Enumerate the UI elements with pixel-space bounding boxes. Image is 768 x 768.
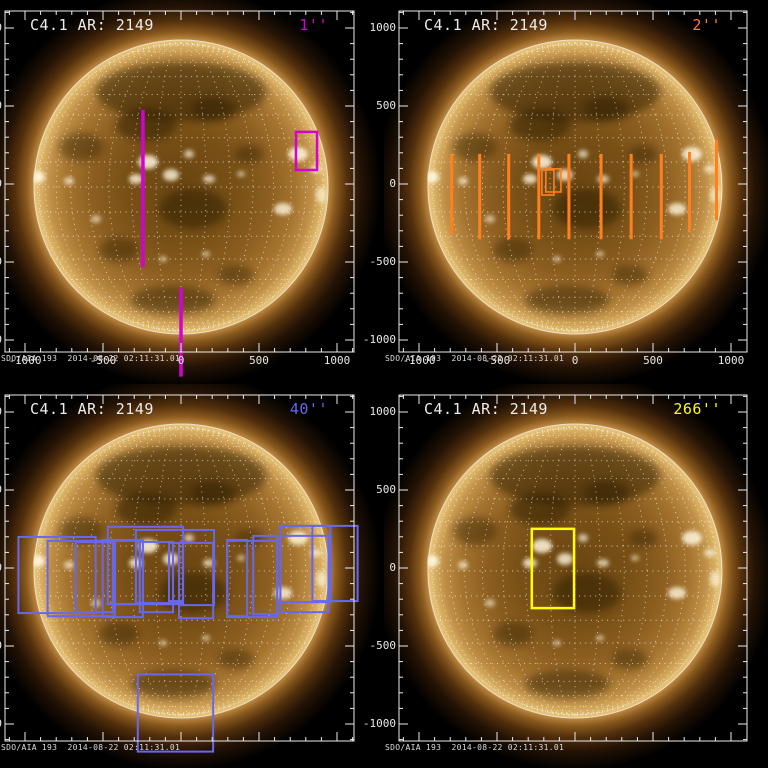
axis-box [4, 394, 355, 742]
sun-image [0, 0, 381, 384]
overlay-raster-2 [450, 139, 718, 240]
y-tick-label: -1000 [0, 334, 2, 345]
y-tick-label: -500 [369, 255, 397, 268]
fov-rect [252, 534, 279, 616]
y-tick-label: 1000 [369, 21, 397, 34]
y-tick-label: -500 [0, 640, 2, 651]
heliographic-grid [431, 426, 719, 716]
panel-title: C4.1 AR: 2149 [30, 400, 154, 418]
heliographic-grid [37, 42, 325, 332]
y-tick-label: -1000 [362, 717, 396, 730]
observation-timestamp: SDO/AIA 193 2014-08-22 02:11:31.01 [1, 354, 181, 363]
observation-timestamp: SDO/AIA 193 2014-08-22 02:11:31.01 [385, 743, 565, 752]
y-tick-label: 500 [376, 99, 396, 112]
overlay-raster-266 [530, 527, 576, 610]
x-tick-label: -1000 [8, 354, 42, 367]
y-tick-label: 0 [0, 562, 2, 573]
panel-raster-266arcsec: C4.1 AR: 2149 266'' 1000 500 0 -500 -1000 SDO/A… [363, 384, 768, 768]
sun-image [0, 384, 381, 768]
y-tick-label: 0 [389, 177, 396, 190]
y-tick-label: 500 [0, 100, 2, 111]
x-tick-label: -500 [89, 354, 117, 367]
panel-plot-raster-266 [384, 384, 768, 768]
x-tick-label: 1000 [323, 354, 351, 367]
fov-rect [182, 528, 216, 607]
sun-image [384, 384, 768, 768]
overlay-raster-1 [141, 109, 319, 377]
fov-rect [545, 168, 562, 193]
axis-box [398, 394, 748, 742]
x-tick-label: 500 [643, 354, 663, 367]
panel-raster-1arcsec: C4.1 AR: 2149 1'' -1000 -500 0 500 1000 1000 500… [0, 0, 384, 384]
raster-width-label: 2'' [692, 16, 721, 34]
raster-width-label: 1'' [299, 16, 328, 34]
y-tick-label: -1000 [0, 718, 2, 729]
x-tick-label: -500 [483, 354, 511, 367]
overlay-raster-40 [17, 524, 359, 753]
y-tick-label: 500 [376, 483, 396, 496]
panel-title: C4.1 AR: 2149 [424, 400, 548, 418]
panel-title: C4.1 AR: 2149 [30, 16, 154, 34]
y-tick-label: 1000 [0, 22, 2, 33]
y-tick-label: -1000 [362, 333, 396, 346]
fov-rect [530, 527, 576, 610]
fov-rect [136, 673, 215, 753]
fov-rect [279, 534, 330, 614]
x-tick-label: 0 [571, 354, 579, 367]
axis-box [4, 10, 355, 353]
sun-image [384, 0, 768, 384]
panel-title: C4.1 AR: 2149 [424, 16, 548, 34]
x-tick-label: -1000 [402, 354, 436, 367]
y-tick-label: 500 [0, 484, 2, 495]
fov-rect [74, 540, 114, 614]
raster-width-label: 266'' [673, 400, 721, 418]
y-tick-label: 1000 [0, 406, 2, 417]
panel-raster-40arcsec: C4.1 AR: 2149 40'' 1000 500 0 -500 -1000 SDO/AI… [0, 384, 384, 768]
panel-raster-2arcsec: C4.1 AR: 2149 2'' -1000 -500 0 500 1000 1000 500… [363, 0, 768, 384]
y-tick-label: -500 [0, 256, 2, 267]
panel-plot-raster-40 [0, 384, 384, 768]
y-tick-label: 0 [0, 178, 2, 189]
panel-plot-raster-2 [384, 0, 768, 384]
x-tick-label: 500 [249, 354, 269, 367]
heliographic-grid [37, 426, 325, 716]
solar-limb-circle [427, 423, 723, 719]
observation-timestamp: SDO/AIA 193 2014-08-22 02:11:31.01 [1, 743, 181, 752]
x-tick-label: 1000 [717, 354, 745, 367]
solar-limb-circle [427, 39, 723, 335]
fov-rect [541, 169, 555, 196]
fov-rect [138, 540, 175, 614]
fov-rect [17, 535, 97, 615]
y-tick-label: 1000 [369, 405, 397, 418]
y-tick-label: -500 [369, 639, 397, 652]
panel-plot-raster-1 [0, 0, 384, 384]
raster-width-label: 40'' [289, 400, 328, 418]
axis-box [398, 10, 748, 353]
fov-rect [294, 130, 319, 172]
observation-timestamp: SDO/AIA 193 2014-08-22 02:11:31.01 [385, 354, 565, 363]
y-tick-label: 0 [389, 561, 396, 574]
x-tick-label: 0 [177, 354, 185, 367]
fov-rect [311, 524, 359, 603]
